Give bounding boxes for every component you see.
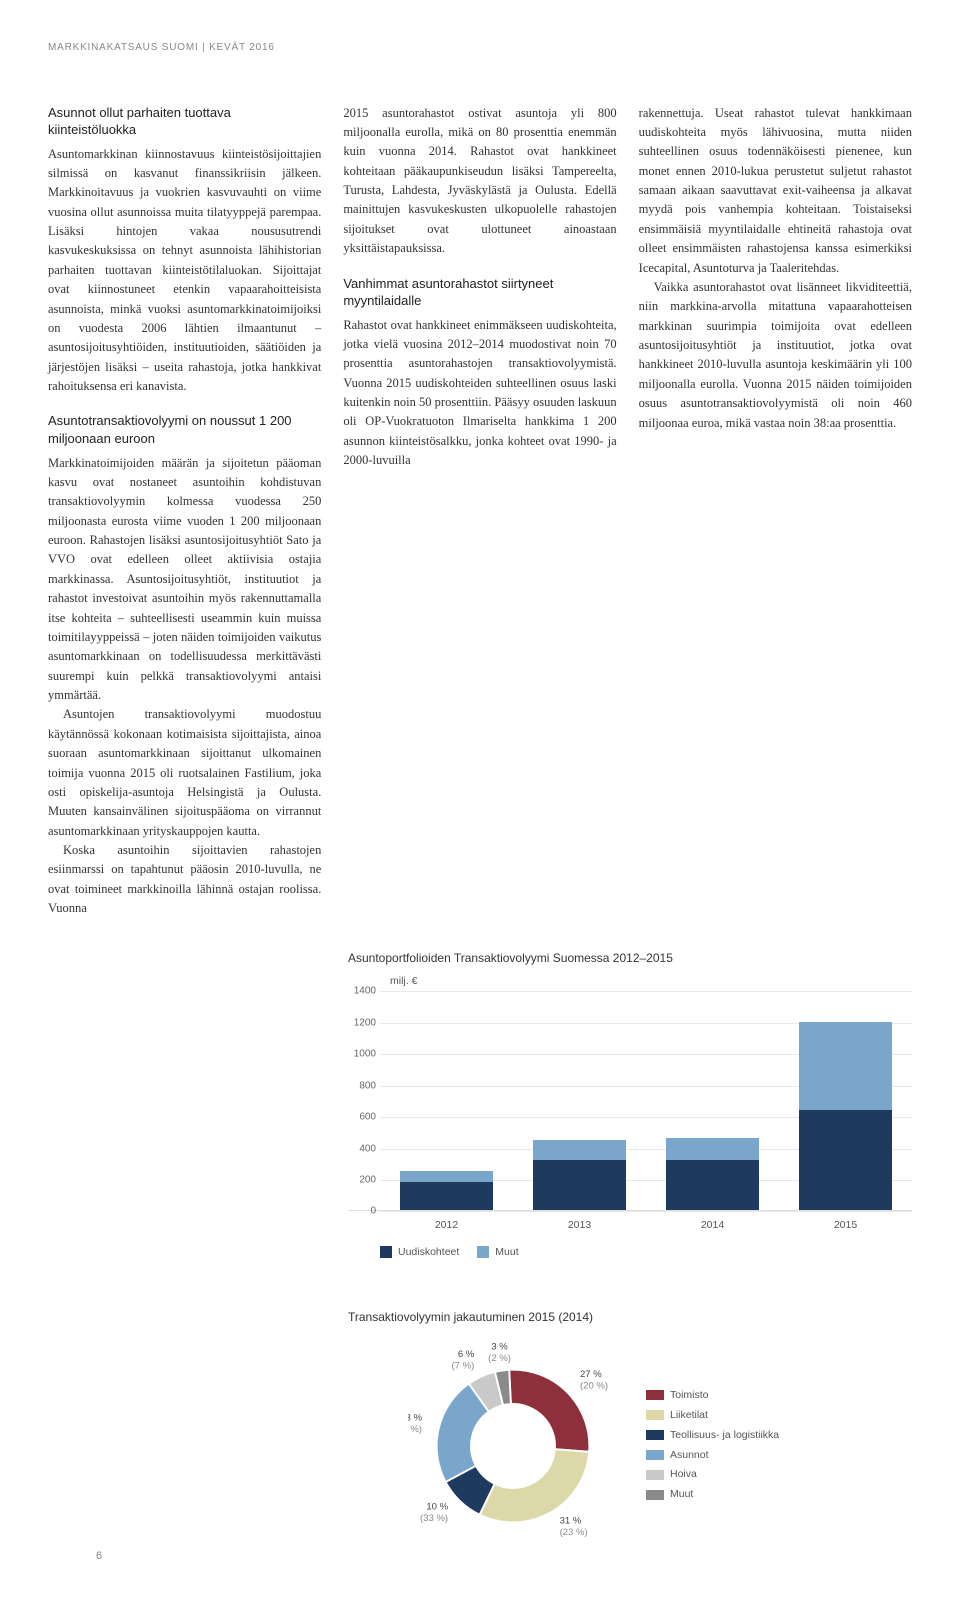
col1-para1: Asuntomarkkinan kiinnostavuus kiinteistö…	[48, 145, 321, 397]
column-2: 2015 asuntorahastot ostivat asuntoja yli…	[343, 104, 616, 919]
bar-segment	[533, 1140, 626, 1160]
bar-chart-block: Asuntoportfolioiden Transaktiovolyymi Su…	[348, 949, 912, 1260]
pie-legend-item: Liiketilat	[646, 1406, 779, 1426]
pie-slice	[509, 1369, 589, 1451]
bar-chart-ylabel: 0	[348, 1204, 376, 1220]
bar-segment	[799, 1110, 892, 1211]
page-header: MARKKINAKATSAUS SUOMI | KEVÄT 2016	[48, 40, 912, 56]
pie-legend-item: Toimisto	[646, 1386, 779, 1406]
pie-slice	[480, 1449, 590, 1522]
pie-slice-label-pct: 3 %	[491, 1341, 508, 1352]
pie-slice-label-prev: (20 %)	[580, 1380, 608, 1391]
pie-slice-label-prev: (33 %)	[420, 1513, 448, 1524]
col3-para2: Vaikka asuntorahastot ovat lisänneet lik…	[639, 278, 912, 433]
bar-legend-item: Uudiskohteet	[380, 1244, 459, 1260]
bar-segment	[400, 1182, 493, 1210]
col2-heading: Vanhimmat asuntorahastot siirtyneet myyn…	[343, 275, 616, 310]
bar-chart-ylabel: 400	[348, 1141, 376, 1157]
col1-heading2: Asuntotransaktiovolyymi on noussut 1 200…	[48, 412, 321, 447]
bar-segment	[400, 1171, 493, 1182]
bar-segment	[533, 1160, 626, 1210]
col1-para2a: Markkinatoimijoiden määrän ja sijoitetun…	[48, 454, 321, 706]
bar-chart-ylabel: 200	[348, 1172, 376, 1188]
bar-legend-item: Muut	[477, 1244, 518, 1260]
bar-chart-ylabel: 800	[348, 1078, 376, 1094]
col1-para2c: Koska asuntoihin sijoittavien rahastojen…	[48, 841, 321, 919]
bar-segment	[666, 1160, 759, 1210]
col3-para1: rakennettuja. Useat rahastot tulevat han…	[639, 104, 912, 278]
col1-para2b: Asuntojen transaktiovolyymi muodostuu kä…	[48, 705, 321, 841]
bar-chart-unit: milj. €	[390, 973, 912, 989]
pie-slice-label-prev: (15 %)	[408, 1424, 422, 1435]
bar-chart-area: 0200400600800100012001400	[348, 991, 912, 1211]
bar-chart-xlabel: 2014	[646, 1217, 779, 1233]
pie-slice-label-pct: 23 %	[408, 1412, 422, 1423]
bar-chart-title: Asuntoportfolioiden Transaktiovolyymi Su…	[348, 949, 912, 968]
pie-slice-label-prev: (7 %)	[451, 1360, 474, 1371]
bar-chart-xlabels: 2012201320142015	[380, 1217, 912, 1233]
pie-chart-block: Transaktiovolyymin jakautuminen 2015 (20…	[348, 1308, 912, 1551]
pie-slice-label-prev: (23 %)	[560, 1526, 588, 1537]
page-number: 6	[96, 1548, 102, 1565]
pie-chart-svg: 27 %(20 %) 31 %(23 %) 10 %(33 %) 23 %(15 %)…	[408, 1341, 618, 1551]
bar-chart-ylabel: 1400	[348, 984, 376, 1000]
pie-slice-label-prev: (2 %)	[488, 1353, 511, 1364]
col2-para2: Rahastot ovat hankkineet enimmäkseen uud…	[343, 316, 616, 471]
column-1: Asunnot ollut parhaiten tuottava kiintei…	[48, 104, 321, 919]
bar-chart-xlabel: 2012	[380, 1217, 513, 1233]
pie-slice-label-pct: 31 %	[560, 1515, 582, 1526]
pie-chart-title: Transaktiovolyymin jakautuminen 2015 (20…	[348, 1308, 912, 1327]
pie-slice-label-pct: 27 %	[580, 1368, 602, 1379]
pie-chart-wrapper: 27 %(20 %) 31 %(23 %) 10 %(33 %) 23 %(15 %)…	[408, 1341, 912, 1551]
col2-para1: 2015 asuntorahastot ostivat asuntoja yli…	[343, 104, 616, 259]
pie-legend-item: Asunnot	[646, 1446, 779, 1466]
bar-chart-xlabel: 2013	[513, 1217, 646, 1233]
text-columns: Asunnot ollut parhaiten tuottava kiintei…	[48, 104, 912, 919]
bar-chart-ylabel: 600	[348, 1109, 376, 1125]
pie-legend-item: Muut	[646, 1485, 779, 1505]
bar-segment	[666, 1138, 759, 1160]
bar-segment	[799, 1022, 892, 1110]
column-3: rakennettuja. Useat rahastot tulevat han…	[639, 104, 912, 919]
pie-legend-item: Teollisuus- ja logistiikka	[646, 1426, 779, 1446]
pie-slice-label-pct: 6 %	[458, 1349, 475, 1360]
bar-chart-ylabel: 1200	[348, 1015, 376, 1031]
bar-chart-ylabel: 1000	[348, 1047, 376, 1063]
col1-heading1: Asunnot ollut parhaiten tuottava kiintei…	[48, 104, 321, 139]
pie-legend-item: Hoiva	[646, 1465, 779, 1485]
pie-chart-legend: ToimistoLiiketilatTeollisuus- ja logisti…	[646, 1386, 779, 1506]
pie-slice-label-pct: 10 %	[426, 1501, 448, 1512]
bar-chart-legend: Uudiskohteet Muut	[380, 1244, 912, 1260]
bar-chart-xlabel: 2015	[779, 1217, 912, 1233]
